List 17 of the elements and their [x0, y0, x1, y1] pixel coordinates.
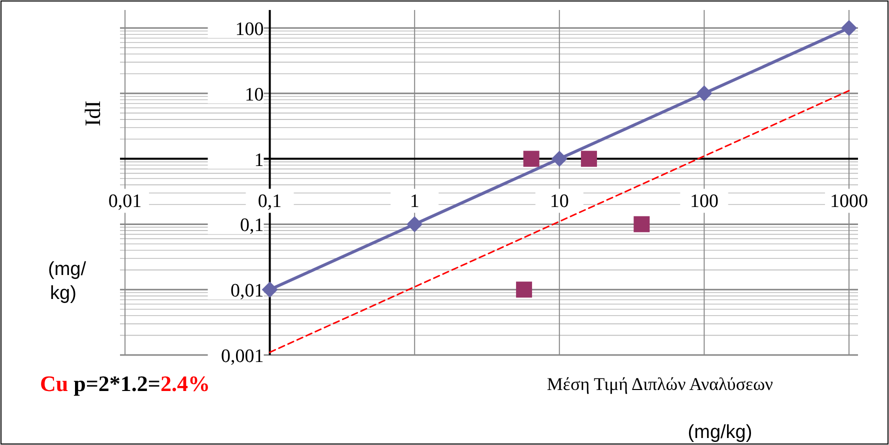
y-tick-label: 1: [254, 150, 264, 171]
y-axis-title: IdI: [80, 100, 105, 126]
x-tick-label: 0,01: [108, 190, 142, 212]
x-tick-label: 10: [550, 190, 569, 212]
x-tick-label: 1000: [830, 190, 868, 212]
x-tick-label: 0,1: [258, 190, 282, 212]
y-tick-label: 100: [235, 19, 264, 40]
y-tick-label: 10: [244, 84, 264, 106]
y-tick-label: 0,01: [230, 280, 264, 302]
x-axis-title: Μέση Τιμή Διπλών Αναλύσεων: [546, 374, 774, 394]
y-tick-label: 0,001: [221, 346, 264, 367]
x-tick-label: 100: [690, 190, 718, 212]
text: (mg/kg): [688, 422, 752, 443]
text: (mg/ kg): [48, 259, 87, 304]
x-tick-label: 1: [410, 190, 420, 212]
y-tick-label: 0,1: [240, 215, 264, 236]
text: Cu p=2*1.2=2.4%: [40, 371, 210, 396]
